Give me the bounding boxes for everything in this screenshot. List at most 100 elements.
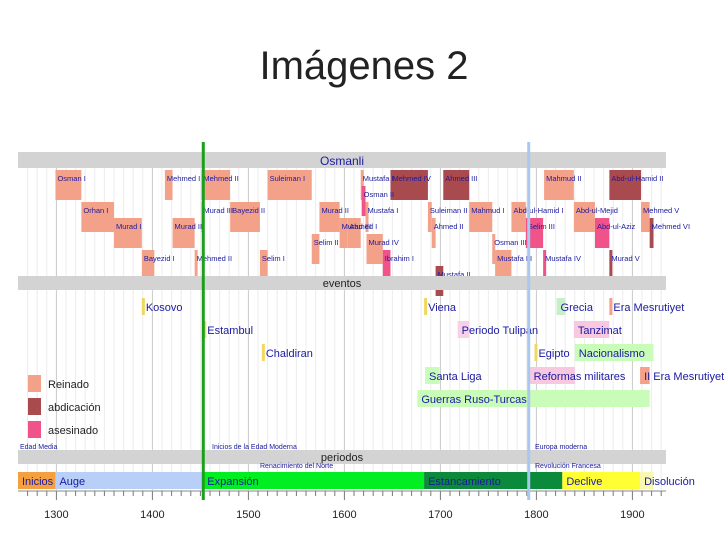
slide-title: Imágenes 2 <box>259 44 469 88</box>
sultan-reign-bar <box>339 218 348 248</box>
sultan-name: Orhan I <box>83 206 108 215</box>
event-label: Reformas militares <box>534 371 626 383</box>
event-bar <box>424 298 428 315</box>
event-label: Santa Liga <box>429 371 482 383</box>
sultan-reign-bar <box>609 170 642 200</box>
sultan-reign-bar <box>390 170 428 200</box>
event-label: Periodo Tulipán <box>462 325 538 337</box>
tick-label: 1300 <box>44 509 68 521</box>
sultan-name: Murad V <box>611 254 639 263</box>
sultan-name: Ahmed III <box>445 174 477 183</box>
event-label: Viena <box>428 302 457 314</box>
sultan-name: Abd-ul-Hamid II <box>611 174 663 183</box>
legend-swatch <box>28 421 41 438</box>
sultan-name: Mustafa III <box>497 254 532 263</box>
sultan-name: Murad III <box>203 206 233 215</box>
sultan-name: Osman I <box>57 174 85 183</box>
sultan-reign-bar <box>194 250 198 280</box>
event-bar <box>457 321 470 338</box>
event-bar <box>640 367 650 384</box>
sultan-reign-bar <box>609 250 613 280</box>
event-bar <box>573 321 610 338</box>
sultan-name: Ahmed I <box>349 222 377 231</box>
sultan-name: Selim II <box>314 238 339 247</box>
band-periodos <box>18 450 666 464</box>
sultan-reign-bar <box>543 250 547 280</box>
legend-swatch <box>28 375 41 392</box>
legend-swatch <box>28 398 41 415</box>
sultan-name: Murad III <box>342 222 372 231</box>
tick-label: 1500 <box>236 509 260 521</box>
legend-label: Reinado <box>48 379 89 391</box>
event-bar <box>574 344 654 361</box>
sultan-reign-bar <box>511 202 526 232</box>
event-bar <box>425 367 440 384</box>
period-bar <box>203 472 425 489</box>
sultan-name: Mehmed II <box>203 174 238 183</box>
sultan-name: Selim I <box>262 254 285 263</box>
event-bar <box>141 298 145 315</box>
event-bar <box>534 344 538 361</box>
sultan-reign-bar <box>431 218 436 248</box>
period-bar <box>640 472 654 489</box>
sultan-name: Murad II <box>175 222 203 231</box>
age-label: Renacimiento del Norte <box>260 463 333 470</box>
sultan-reign-bar <box>360 170 364 200</box>
sultan-name: Osman III <box>494 238 527 247</box>
sultan-reign-bar <box>347 218 361 248</box>
legend-label: abdicación <box>48 402 101 414</box>
band-eventos-label: eventos <box>323 278 362 290</box>
sultan-reign-bar <box>81 202 114 232</box>
sultan-name: Mehmed IV <box>392 174 430 183</box>
sultan-name: Mahmud II <box>546 174 581 183</box>
sultan-name: Mehmed II <box>197 254 232 263</box>
sultan-reign-bar <box>267 170 312 200</box>
event-label: Grecia <box>561 302 594 314</box>
event-label: Tanzimat <box>578 325 622 337</box>
event-bar <box>261 344 265 361</box>
sultan-name: Mehmed VI <box>652 222 690 231</box>
sultan-name: Abd-ul-Aziz <box>597 222 636 231</box>
sultan-reign-bar <box>172 218 195 248</box>
sultan-name: Murad I <box>116 222 141 231</box>
sultan-reign-bar <box>230 202 260 232</box>
ages: Edad Media Inicios de la Edad Moderna Rena… <box>20 444 601 470</box>
sultan-reign-bar <box>469 202 493 232</box>
sultan-reign-bar <box>141 250 155 280</box>
event-label: Chaldiran <box>266 348 313 360</box>
event-bar <box>556 298 566 315</box>
sultan-reign-bar <box>365 202 369 232</box>
sultan-reign-bar <box>649 218 654 248</box>
period-bar <box>562 472 641 489</box>
sultan-name: Ibrahim I <box>385 254 414 263</box>
sultan-name: Ahmed II <box>434 222 464 231</box>
event-bar <box>417 390 650 407</box>
sultan-reign-bar <box>495 250 512 280</box>
event-label: Egipto <box>538 348 569 360</box>
sultan-reign-bar <box>492 234 496 264</box>
sultan-name: Mustafa IV <box>545 254 581 263</box>
event-label: II Era Mesrutiyet <box>644 371 724 383</box>
sultan-reign-bar <box>259 250 268 280</box>
sultan-reign-bar <box>641 202 650 232</box>
sultan-reign-bar <box>366 234 383 264</box>
periods: Inicios Auge Expansión Estancamiento Declive… <box>18 472 695 489</box>
tick-label: 1600 <box>332 509 356 521</box>
event-label: Era Mesrutiyet <box>613 302 684 314</box>
sultan-reigns: Osman I Mehmed I Mehmed II Suleiman I Mustaf… <box>55 170 690 296</box>
sultan-reign-bar <box>319 202 340 232</box>
sultan-reign-bar <box>594 218 610 248</box>
event-label: Estambul <box>207 325 253 337</box>
sultan-name: Murad IV <box>368 238 398 247</box>
event-label: Guerras Ruso-Turcas <box>421 394 527 406</box>
tick-label: 1800 <box>524 509 548 521</box>
sultan-reign-bar <box>114 218 142 248</box>
sultan-reign-bar <box>55 170 82 200</box>
band-osmanli <box>18 152 666 168</box>
sultan-name: Mehmed I <box>167 174 200 183</box>
age-label: Europa moderna <box>535 444 587 451</box>
age-label: Edad Media <box>20 444 57 451</box>
sultan-name: Mehmed V <box>643 206 679 215</box>
period-label: Auge <box>59 476 85 488</box>
tick-label: 1400 <box>140 509 164 521</box>
